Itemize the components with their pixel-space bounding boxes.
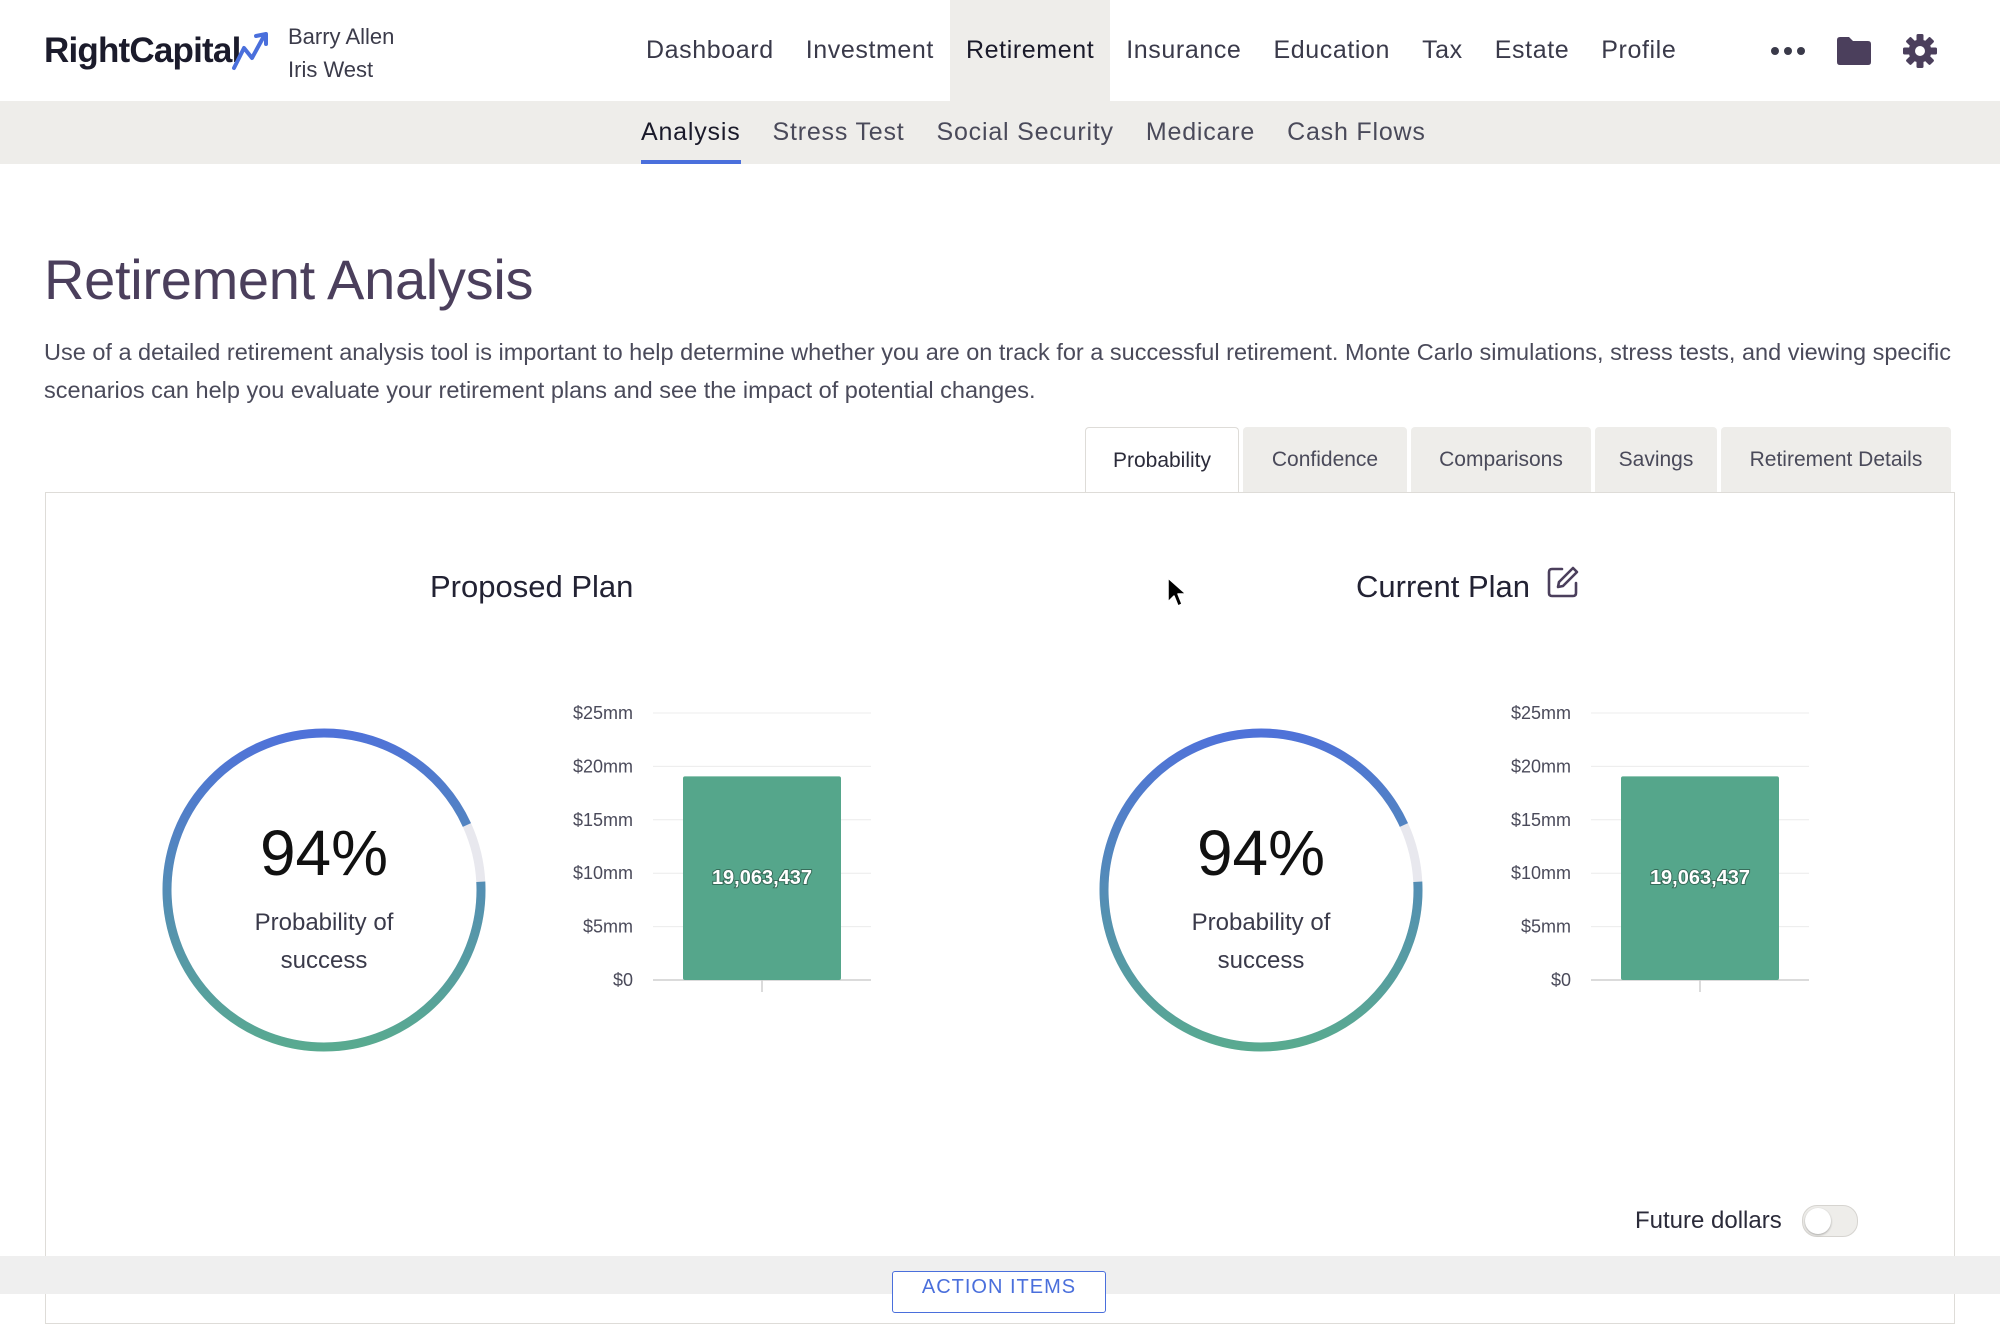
current-gauge-ring — [1099, 728, 1423, 1052]
current-plan-gauge: 94% Probability of success — [1091, 720, 1431, 1060]
bar[interactable] — [1621, 776, 1779, 980]
gear-icon[interactable] — [1902, 33, 1938, 69]
page-title: Retirement Analysis — [44, 248, 534, 311]
y-tick-label: $20mm — [573, 756, 633, 776]
nav-profile[interactable]: Profile — [1601, 36, 1677, 64]
future-dollars-label: Future dollars — [1635, 1207, 1782, 1234]
gauge-progress-arc — [1099, 728, 1423, 1052]
folder-icon[interactable] — [1836, 36, 1872, 66]
main-nav: Dashboard Investment Retirement Insuranc… — [630, 0, 1692, 101]
y-tick-label: $0 — [1551, 970, 1571, 990]
current-probability-label: Probability of success — [1191, 909, 1331, 974]
y-tick-label: $0 — [613, 970, 633, 990]
proposed-probability-value: 94% — [259, 817, 389, 889]
proposed-plan-title-text: Proposed Plan — [430, 568, 634, 604]
subnav-cash-flows[interactable]: Cash Flows — [1287, 118, 1426, 146]
current-plan-title-text: Current Plan — [1356, 568, 1531, 604]
nav-insurance[interactable]: Insurance — [1126, 36, 1242, 64]
analysis-tabs: Probability Confidence Comparisons Savin… — [1085, 427, 1951, 494]
client-name-1: Barry Allen — [288, 24, 395, 49]
nav-tax[interactable]: Tax — [1422, 36, 1463, 64]
bar[interactable] — [683, 776, 841, 980]
y-tick-label: $15mm — [573, 810, 633, 830]
proposed-gauge-ring — [162, 728, 486, 1052]
logo[interactable]: RightCapital — [44, 31, 241, 70]
mouse-cursor-icon — [1167, 577, 1187, 607]
subnav-social-security[interactable]: Social Security — [936, 118, 1114, 146]
tab-retirement-details[interactable]: Retirement Details — [1721, 427, 1951, 492]
tab-savings[interactable]: Savings — [1595, 427, 1717, 492]
tab-confidence[interactable]: Confidence — [1243, 427, 1407, 492]
y-tick-label: $10mm — [573, 863, 633, 883]
client-names: Barry Allen Iris West — [288, 20, 394, 86]
subnav-analysis[interactable]: Analysis — [641, 101, 741, 164]
proposed-probability-label: Probability of success — [254, 909, 394, 974]
y-tick-label: $15mm — [1511, 810, 1571, 830]
y-tick-label: $5mm — [1521, 917, 1571, 937]
probability-panel: Proposed Plan 94% Probability of success… — [45, 492, 1955, 1324]
current-plan-bar-chart: $0 $5mm $10mm $15mm $20mm $25mm 19,063,437 — [1511, 703, 1809, 992]
current-plan-title: Current Plan — [1356, 567, 1530, 605]
y-tick-label: $20mm — [1511, 756, 1571, 776]
proposed-plan-gauge: 94% Probability of success — [154, 720, 494, 1060]
bar-data-label: 19,063,437 — [712, 867, 812, 889]
gauge-progress-arc — [162, 728, 486, 1052]
sub-nav: Analysis Stress Test Social Security Med… — [0, 101, 2000, 164]
proposed-plan-bar-chart: $0 $5mm $10mm $15mm $20mm $25mm 19,063,437 — [573, 703, 871, 992]
tab-comparisons[interactable]: Comparisons — [1411, 427, 1591, 492]
nav-estate[interactable]: Estate — [1494, 36, 1570, 64]
y-tick-label: $10mm — [1511, 863, 1571, 883]
current-probability-value: 94% — [1196, 817, 1326, 889]
y-tick-label: $25mm — [1511, 703, 1571, 723]
nav-investment[interactable]: Investment — [805, 36, 934, 64]
future-dollars-toggle[interactable] — [1801, 1205, 1858, 1237]
y-tick-label: $25mm — [573, 703, 633, 723]
toggle-knob — [1804, 1208, 1831, 1234]
more-icon[interactable] — [1770, 46, 1806, 56]
nav-dashboard[interactable]: Dashboard — [646, 36, 774, 64]
client-name-2: Iris West — [288, 57, 374, 82]
action-items-button[interactable]: ACTION ITEMS — [892, 1271, 1106, 1313]
proposed-plan-title: Proposed Plan — [430, 567, 633, 605]
nav-icons — [1770, 30, 1938, 72]
y-tick-label: $5mm — [583, 917, 633, 937]
future-dollars-control: Future dollars — [1635, 1205, 1858, 1237]
nav-retirement[interactable]: Retirement — [949, 0, 1111, 101]
bar-data-label: 19,063,437 — [1650, 867, 1750, 889]
subnav-medicare[interactable]: Medicare — [1145, 118, 1256, 146]
nav-education[interactable]: Education — [1273, 36, 1391, 64]
tab-probability[interactable]: Probability — [1085, 427, 1239, 494]
page-description: Use of a detailed retirement analysis to… — [44, 339, 1951, 403]
subnav-stress-test[interactable]: Stress Test — [772, 118, 905, 146]
logo-arrow-icon — [232, 32, 268, 70]
top-bar: RightCapital Barry Allen Iris West Dashb… — [0, 0, 2000, 101]
edit-icon[interactable] — [1546, 565, 1580, 599]
